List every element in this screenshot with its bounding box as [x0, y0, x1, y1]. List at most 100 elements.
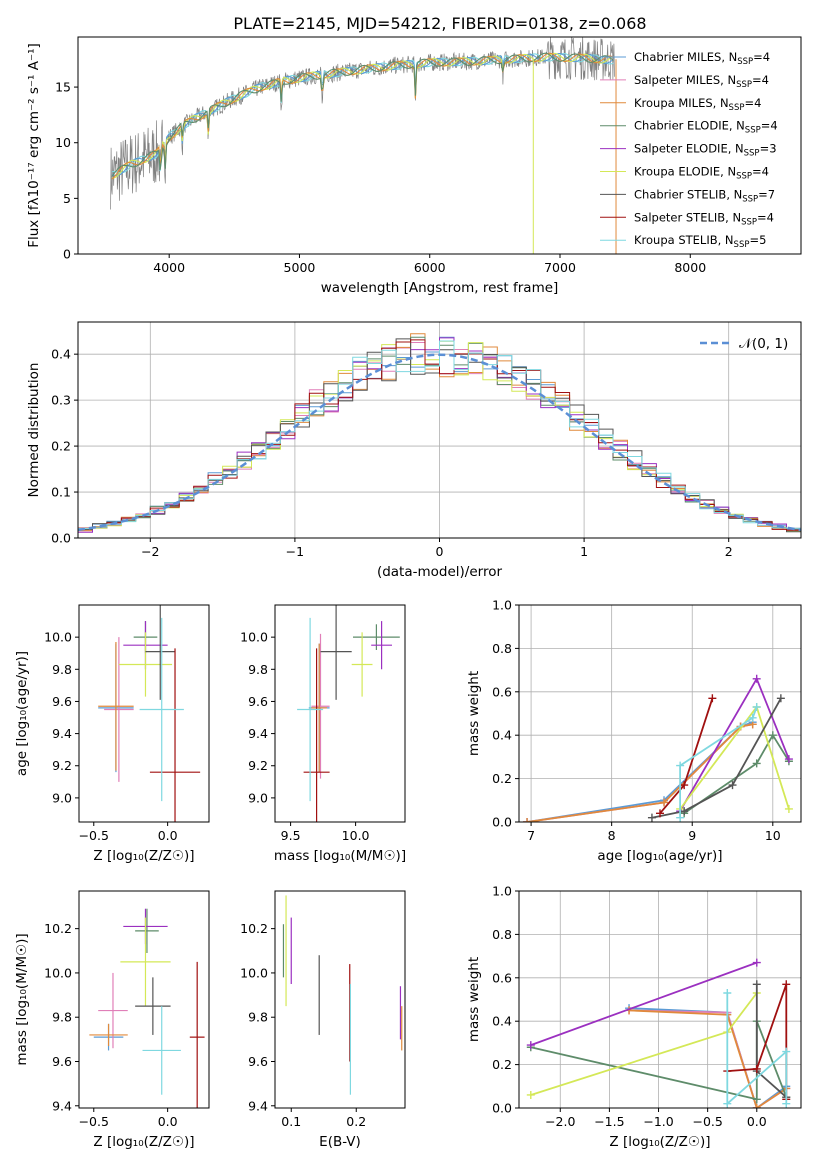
- plus-marker: [680, 807, 689, 816]
- plus-marker: [752, 1104, 761, 1108]
- x-tick-label: 6000: [414, 260, 446, 275]
- legend-label: Chabrier MILES, NSSP=4: [634, 50, 770, 67]
- y-tick-label: 0.3: [51, 393, 71, 408]
- spectrum-lines: [110, 37, 617, 254]
- y-tick-label: 9.8: [248, 1010, 268, 1025]
- y-tick-label: 0.2: [51, 439, 71, 454]
- y-tick-label: 0.8: [492, 641, 512, 656]
- age-vs-mass-axes: 9.5 10.0 9.0 9.2 9.4 9.6 9.8 10.0 mass [log₁₀(M/…: [240, 630, 406, 864]
- gaussian-curve: [78, 353, 801, 532]
- mass-weight-line: [683, 733, 790, 815]
- spectrum-model-line: [111, 52, 614, 179]
- y-tick-label: 10.0: [44, 630, 72, 645]
- mw-vs-Z-frame: [518, 890, 802, 1109]
- plus-marker: [676, 813, 685, 822]
- x-tick-label: 0.1: [281, 1114, 301, 1129]
- mw-vs-age-frame: [518, 604, 802, 823]
- plus-marker: [752, 958, 761, 967]
- x-tick-label: 0.0: [158, 828, 178, 843]
- x-axis-label: age [log₁₀(age/yr)]: [597, 848, 722, 864]
- x-tick-label: 9.5: [281, 828, 301, 843]
- plus-marker: [752, 1095, 761, 1104]
- residual-histograms: [78, 333, 801, 533]
- plus-marker: [676, 761, 685, 770]
- y-axis-label: mass [log₁₀(M/M☉)]: [14, 933, 30, 1065]
- plus-marker: [768, 731, 777, 740]
- plus-marker: [523, 818, 532, 822]
- y-tick-label: 10.2: [44, 921, 72, 936]
- mass-weight-line: [755, 984, 787, 1098]
- x-axis-label: Z [log₁₀(Z/Z☉)]: [93, 848, 194, 864]
- x-tick-label: 0.0: [158, 1114, 178, 1129]
- residual-legend: 𝒩(0, 1): [700, 336, 788, 352]
- y-tick-label: 0.6: [492, 970, 512, 985]
- x-tick-label: 8: [608, 828, 616, 843]
- y-tick-label: 9.6: [248, 1054, 268, 1069]
- plus-marker: [782, 980, 791, 989]
- x-tick-label: −1.5: [594, 1114, 624, 1129]
- y-tick-label: 0.2: [492, 1057, 512, 1072]
- y-tick-label: 9.8: [52, 1010, 72, 1025]
- y-tick-label: 10.0: [240, 630, 268, 645]
- y-tick-label: 0.0: [492, 815, 512, 830]
- legend-label: Chabrier ELODIE, NSSP=4: [634, 119, 778, 136]
- x-tick-label: 0.2: [346, 1114, 366, 1129]
- residuals-frame: [77, 321, 802, 539]
- y-tick-label: 9.0: [248, 790, 268, 805]
- y-tick-label: 15: [55, 80, 71, 95]
- mass-weight-line: [726, 993, 788, 1106]
- y-tick-label: 0: [63, 247, 71, 262]
- plus-marker: [752, 702, 761, 711]
- y-tick-label: 0.6: [492, 684, 512, 699]
- legend-label: Chabrier STELIB, NSSP=7: [634, 187, 775, 204]
- x-tick-label: 10.0: [342, 828, 370, 843]
- x-tick-label: −0.5: [692, 1114, 722, 1129]
- mass-vs-Z-errorbars: [89, 908, 205, 1108]
- spectrum-frame: [77, 36, 802, 255]
- y-tick-label: 0.1: [51, 485, 71, 500]
- residuals-axes: −2 −1 0 1 2 0.0 0.1 0.2 0.3 0.4 (data-model)/error…: [26, 322, 801, 580]
- y-tick-label: 9.4: [52, 1098, 72, 1113]
- x-tick-label: 0.0: [747, 1114, 767, 1129]
- plus-marker: [680, 781, 689, 790]
- x-axis-label: E(B-V): [319, 1134, 361, 1150]
- mass-vs-EBV-frame: [274, 890, 406, 1109]
- x-tick-label: 5000: [284, 260, 316, 275]
- legend-label: Kroupa ELODIE, NSSP=4: [634, 165, 769, 182]
- y-axis-label: mass weight: [466, 671, 482, 756]
- y-tick-label: 9.6: [52, 694, 72, 709]
- y-tick-label: 0.0: [51, 531, 71, 546]
- y-tick-label: 9.8: [52, 662, 72, 677]
- x-tick-label: −1: [286, 544, 304, 559]
- y-axis-label: age [log₁₀(age/yr)]: [14, 651, 30, 776]
- plus-marker: [526, 1041, 535, 1050]
- y-tick-label: 10: [55, 135, 71, 150]
- y-tick-label: 10.0: [240, 965, 268, 980]
- mass-vs-EBV-axes: 0.1 0.2 9.4 9.6 9.8 10.0 10.2 E(B-V): [240, 921, 366, 1150]
- plus-marker: [723, 1099, 732, 1108]
- x-tick-label: −2.0: [545, 1114, 575, 1129]
- x-tick-label: 8000: [674, 260, 706, 275]
- plus-marker: [728, 781, 737, 790]
- figure-title: PLATE=2145, MJD=54212, FIBERID=0138, z=0…: [233, 14, 646, 33]
- x-tick-label: 7000: [544, 260, 576, 275]
- y-tick-label: 1.0: [492, 598, 512, 613]
- spectrum-model-line: [111, 52, 614, 180]
- spectrum-data-line: [110, 37, 615, 210]
- mw-vs-age-lines: [523, 674, 793, 822]
- legend-label: Salpeter MILES, NSSP=4: [634, 73, 769, 90]
- mass-weight-line: [679, 706, 758, 818]
- y-tick-label: 9.2: [248, 758, 268, 773]
- age-vs-Z-frame: [78, 604, 210, 823]
- mw-vs-age-axes: 7 8 9 10 0.0 0.2 0.4 0.6 0.8 1.0 age [log₁₀(age/yr…: [466, 598, 801, 864]
- plus-marker: [708, 694, 717, 703]
- y-tick-label: 1.0: [492, 884, 512, 899]
- y-tick-label: 9.2: [52, 758, 72, 773]
- mass-weight-line: [651, 697, 782, 819]
- y-tick-label: 9.8: [248, 662, 268, 677]
- legend-label: 𝒩(0, 1): [739, 336, 788, 352]
- spectrum-legend: Chabrier MILES, NSSP=4 Salpeter MILES, NS…: [600, 50, 778, 250]
- x-tick-label: 1: [580, 544, 588, 559]
